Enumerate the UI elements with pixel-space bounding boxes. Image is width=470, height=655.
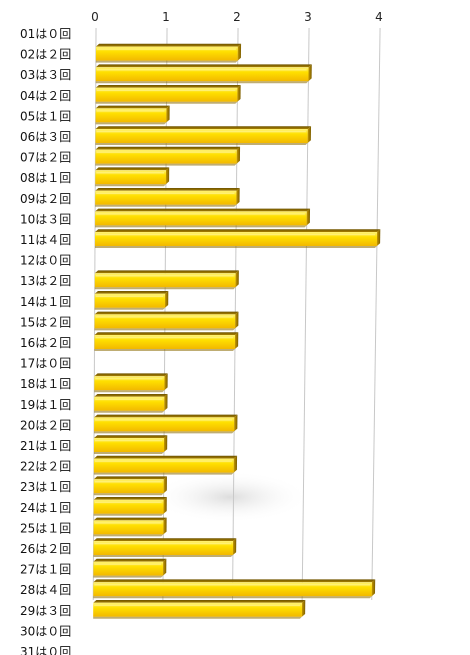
- bar: [94, 373, 168, 393]
- x-tick-label: 4: [375, 10, 383, 24]
- category-label: 07は２回: [20, 151, 71, 165]
- bar: [93, 455, 238, 475]
- category-label: 12は０回: [20, 254, 71, 268]
- bar: [93, 435, 168, 454]
- category-label: 22は２回: [20, 460, 71, 474]
- bar: [93, 579, 376, 599]
- bar: [94, 229, 381, 248]
- category-label: 25は１回: [20, 521, 71, 535]
- category-label: 08は１回: [20, 171, 71, 185]
- bar: [94, 291, 169, 310]
- category-label: 21は１回: [20, 439, 71, 453]
- category-label: 03は３回: [20, 68, 71, 82]
- category-label: 06は３回: [20, 130, 71, 144]
- category-label: 18は１回: [20, 377, 71, 391]
- floor-shadow: [150, 471, 310, 523]
- category-label: 30は０回: [20, 624, 71, 638]
- bar: [94, 414, 238, 434]
- category-labels: 01は０回 02は２回 03は３回 04は２回 05は１回 06は３回 07は２回 08は１回…: [20, 27, 71, 655]
- category-label: 29は３回: [20, 604, 71, 618]
- category-label: 09は２回: [20, 192, 71, 206]
- bar: [95, 188, 240, 207]
- category-label: 16は２回: [20, 336, 71, 350]
- bar: [95, 105, 170, 125]
- gridlines: [92, 27, 381, 601]
- bar: [95, 167, 170, 187]
- x-tick-label: 3: [304, 10, 312, 24]
- bar: [93, 476, 167, 496]
- category-label: 27は１回: [20, 563, 71, 577]
- bar: [95, 208, 311, 228]
- bar: [93, 558, 167, 578]
- category-label: 11は４回: [20, 233, 71, 247]
- category-label: 14は１回: [20, 295, 71, 309]
- bar: [93, 600, 306, 619]
- category-label: 15は２回: [20, 315, 71, 329]
- category-label: 17は０回: [20, 357, 71, 371]
- category-label: 13は２回: [20, 274, 71, 288]
- bar: [95, 126, 312, 145]
- x-tick-label: 2: [233, 10, 241, 24]
- category-label: 19は１回: [20, 398, 71, 412]
- category-label: 20は２回: [20, 418, 71, 432]
- bar: [94, 270, 239, 290]
- category-label: 04は２回: [20, 89, 71, 103]
- category-label: 23は１回: [20, 480, 71, 494]
- category-label: 10は３回: [20, 212, 71, 226]
- category-label: 28は４回: [20, 583, 71, 597]
- category-label: 01は０回: [20, 27, 71, 41]
- bars: [93, 43, 381, 619]
- category-label: 05は１回: [20, 109, 71, 123]
- category-label: 31は０回: [20, 645, 71, 655]
- gridline: [301, 27, 310, 601]
- x-tick-label: 0: [91, 10, 99, 24]
- bar: [93, 497, 167, 516]
- bar: [95, 85, 241, 104]
- bar: [95, 64, 312, 84]
- x-axis-ticks: 0 1 2 3 4: [91, 10, 383, 24]
- bar: [94, 394, 168, 413]
- category-label: 24は１回: [20, 501, 71, 515]
- bar: [95, 146, 241, 166]
- bar: [94, 332, 239, 351]
- x-tick-label: 1: [162, 10, 170, 24]
- bar: [95, 43, 242, 63]
- gridline: [371, 27, 381, 601]
- bar: [93, 538, 237, 557]
- category-label: 02は２回: [20, 48, 71, 62]
- category-label: 26は２回: [20, 542, 71, 556]
- bar: [94, 311, 239, 331]
- bar: [93, 517, 167, 537]
